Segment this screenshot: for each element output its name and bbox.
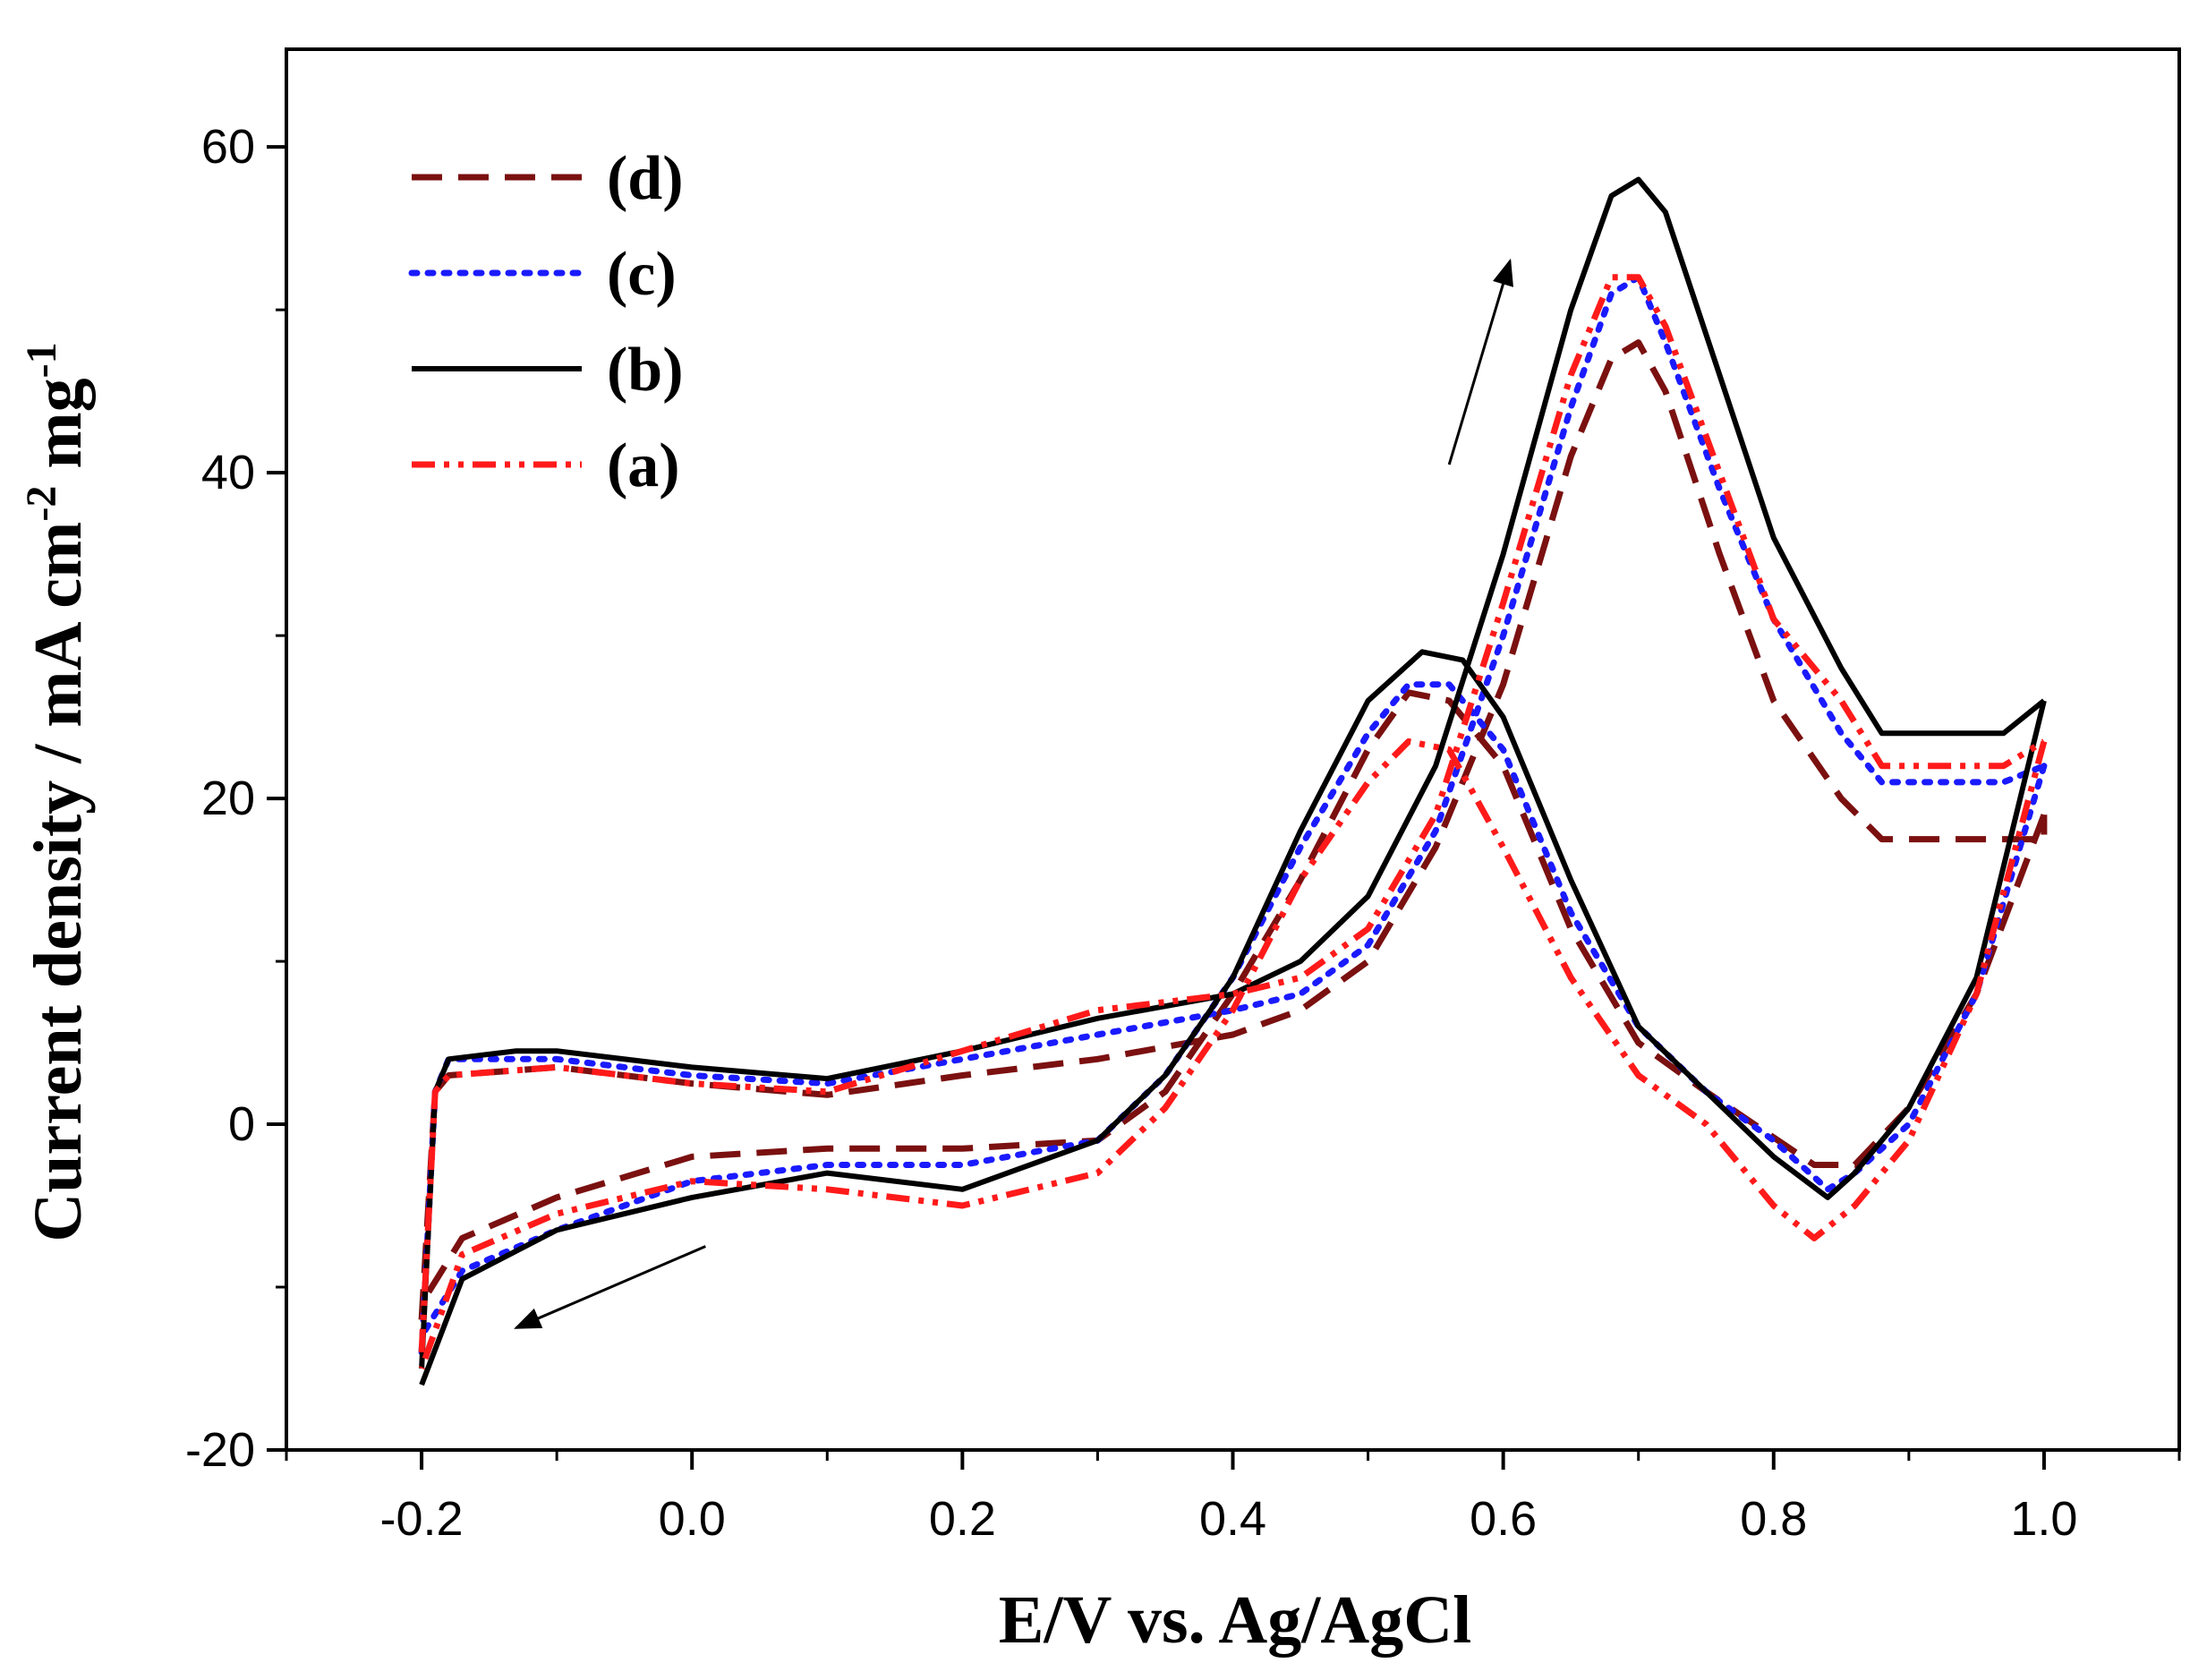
series-line-d-forward — [418, 339, 2048, 1320]
series-line-a-forward — [418, 274, 2046, 1352]
x-tick-label: -0.2 — [380, 1492, 464, 1546]
series-b — [419, 176, 2047, 1386]
legend: (d) (c) (b) (a) — [408, 144, 684, 500]
series-line-d-reverse — [419, 689, 2048, 1306]
x-tick-label: 1.0 — [2010, 1492, 2077, 1546]
series-group — [418, 176, 2048, 1386]
legend-label-b: (b) — [607, 336, 684, 405]
x-tick-label: 0.2 — [929, 1492, 996, 1546]
series-line-a-reverse — [418, 738, 2048, 1370]
series-a — [418, 274, 2048, 1370]
annotations — [514, 258, 1513, 1329]
x-tick-label: 0.6 — [1470, 1492, 1537, 1546]
x-axis-title: E/V vs. Ag/AgCl — [999, 1582, 1472, 1658]
y-title-text: mg — [21, 378, 96, 485]
y-tick-label: -20 — [185, 1423, 255, 1477]
x-tick-label: 0.4 — [1199, 1492, 1266, 1546]
y-axis-title: Current density / mA cm-2 mg-1 — [18, 342, 96, 1241]
y-tick-label: 0 — [228, 1097, 255, 1151]
legend-label-d: (d) — [607, 144, 684, 213]
series-d — [418, 339, 2048, 1320]
y-tick-label: 40 — [201, 446, 255, 499]
x-tick-label: 0.0 — [659, 1492, 726, 1546]
axes: -0.2 0.0 0.2 0.4 0.6 0.8 1.0 -20 0 20 40 60 — [185, 47, 2181, 1546]
series-c — [418, 274, 2048, 1356]
y-title-superscript: -2 — [18, 486, 65, 522]
legend-label-a: (a) — [607, 431, 680, 500]
legend-label-c: (c) — [607, 240, 677, 309]
series-line-c-forward — [418, 274, 2048, 1356]
series-line-b-reverse — [419, 649, 2047, 1386]
series-line-c-reverse — [418, 681, 2048, 1340]
x-tick-label: 0.8 — [1740, 1492, 1807, 1546]
arrow-reverse-scan — [514, 1245, 706, 1329]
y-tick-label: 20 — [201, 772, 255, 825]
plot-frame — [285, 47, 2181, 1452]
series-line-b-forward — [419, 176, 2046, 1369]
y-title-superscript: -1 — [18, 342, 65, 378]
y-title-text: Current density / mA cm — [21, 522, 96, 1242]
y-tick-label: 60 — [201, 120, 255, 174]
arrow-forward-scan — [1447, 258, 1513, 465]
